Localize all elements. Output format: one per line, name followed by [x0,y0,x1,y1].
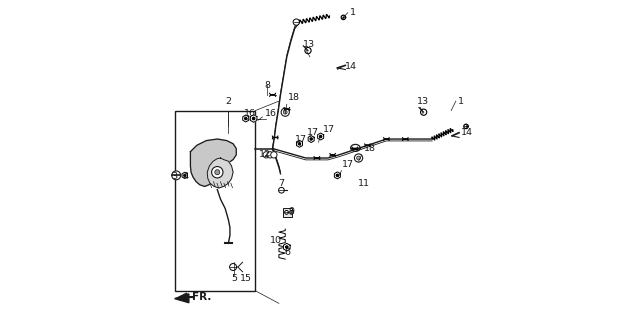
Polygon shape [250,115,257,122]
Text: 12: 12 [259,150,271,159]
Circle shape [271,152,277,158]
Text: 15: 15 [241,274,252,283]
Circle shape [293,19,300,25]
Circle shape [305,47,311,54]
Polygon shape [341,15,346,20]
Text: 8: 8 [265,81,271,90]
Circle shape [290,210,294,214]
Circle shape [355,154,363,162]
Circle shape [337,174,339,176]
Circle shape [285,246,288,248]
Text: 16: 16 [244,109,255,118]
Bar [283,208,292,217]
Text: 4: 4 [182,173,189,181]
Text: 10: 10 [270,236,282,245]
Polygon shape [308,136,314,143]
Circle shape [267,152,273,158]
Text: 18: 18 [364,144,376,153]
Text: 17: 17 [307,128,319,137]
Polygon shape [464,124,468,129]
Circle shape [244,118,247,119]
Text: 13: 13 [417,97,429,106]
Text: 13: 13 [303,40,316,49]
Text: 18: 18 [288,94,300,102]
Text: 1: 1 [350,8,356,17]
Text: 14: 14 [461,128,472,137]
Bar [175,111,255,291]
Text: 11: 11 [358,179,370,188]
Circle shape [278,187,284,193]
Text: 7: 7 [278,179,284,188]
Circle shape [285,210,289,214]
Polygon shape [207,158,233,188]
Polygon shape [191,139,236,186]
Polygon shape [243,115,249,122]
Text: 17: 17 [342,160,354,169]
Polygon shape [175,294,189,303]
Text: 16: 16 [265,109,277,118]
Text: 5: 5 [232,274,237,283]
Circle shape [420,109,427,115]
Circle shape [215,170,220,175]
Text: 1: 1 [458,97,465,106]
Text: 17: 17 [323,125,335,134]
Circle shape [281,108,289,116]
Text: 6: 6 [285,248,291,257]
Circle shape [253,117,255,120]
Circle shape [356,156,360,160]
Circle shape [284,110,287,114]
Circle shape [184,174,186,176]
Circle shape [298,143,301,145]
Polygon shape [334,172,340,179]
Circle shape [230,264,237,270]
Circle shape [172,171,180,180]
Circle shape [263,152,269,158]
Text: 2: 2 [225,97,231,106]
Polygon shape [182,172,188,179]
Polygon shape [317,133,324,140]
Polygon shape [284,243,290,251]
Text: 14: 14 [346,62,357,71]
Circle shape [212,167,223,178]
Polygon shape [296,140,303,147]
Text: FR.: FR. [192,292,211,302]
Text: 9: 9 [289,207,294,216]
Text: 17: 17 [295,135,307,143]
Circle shape [319,136,322,137]
Circle shape [310,138,312,140]
Text: 3: 3 [172,173,178,181]
